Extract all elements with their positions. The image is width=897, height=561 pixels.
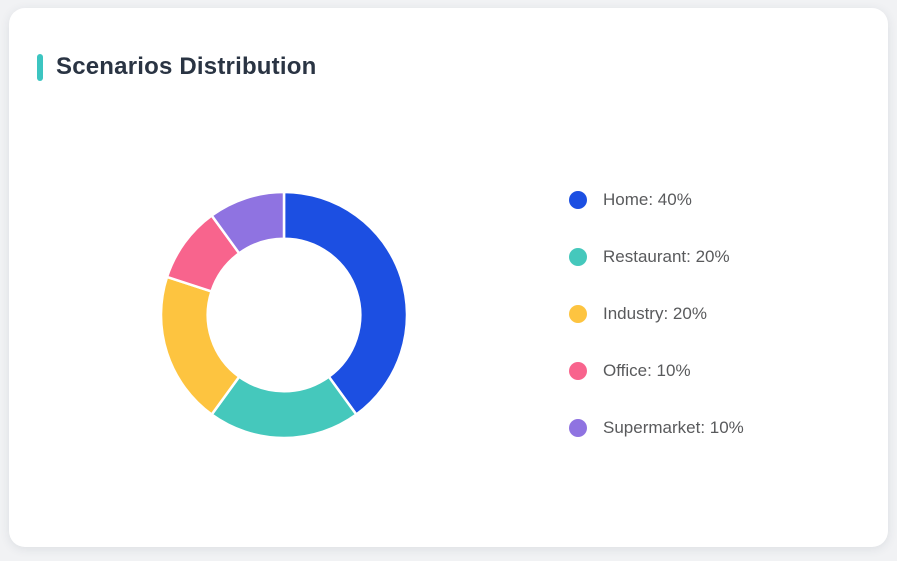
card-header: Scenarios Distribution	[37, 53, 317, 81]
legend-dot-industry	[569, 305, 587, 323]
donut-slice-industry[interactable]	[159, 275, 241, 416]
chart-legend: Home: 40% Restaurant: 20% Industry: 20% …	[569, 190, 744, 475]
title-accent-bar	[37, 54, 43, 81]
legend-item-home[interactable]: Home: 40%	[569, 190, 744, 210]
legend-label-supermarket: Supermarket: 10%	[603, 418, 744, 437]
legend-dot-supermarket	[569, 419, 587, 437]
donut-slice-home[interactable]	[282, 190, 409, 416]
legend-label-industry: Industry: 20%	[603, 304, 707, 323]
legend-label-restaurant: Restaurant: 20%	[603, 247, 730, 266]
page-title: Scenarios Distribution	[56, 53, 317, 81]
legend-dot-office	[569, 362, 587, 380]
legend-dot-home	[569, 191, 587, 209]
legend-item-office[interactable]: Office: 10%	[569, 361, 744, 381]
legend-item-restaurant[interactable]: Restaurant: 20%	[569, 247, 744, 267]
legend-dot-restaurant	[569, 248, 587, 266]
scenarios-distribution-card: Scenarios Distribution Home: 40% Restaur…	[9, 8, 888, 547]
donut-chart[interactable]	[159, 190, 409, 440]
legend-label-office: Office: 10%	[603, 361, 691, 380]
legend-label-home: Home: 40%	[603, 190, 692, 209]
legend-item-supermarket[interactable]: Supermarket: 10%	[569, 418, 744, 438]
donut-slice-supermarket[interactable]	[210, 190, 286, 255]
legend-item-industry[interactable]: Industry: 20%	[569, 304, 744, 324]
